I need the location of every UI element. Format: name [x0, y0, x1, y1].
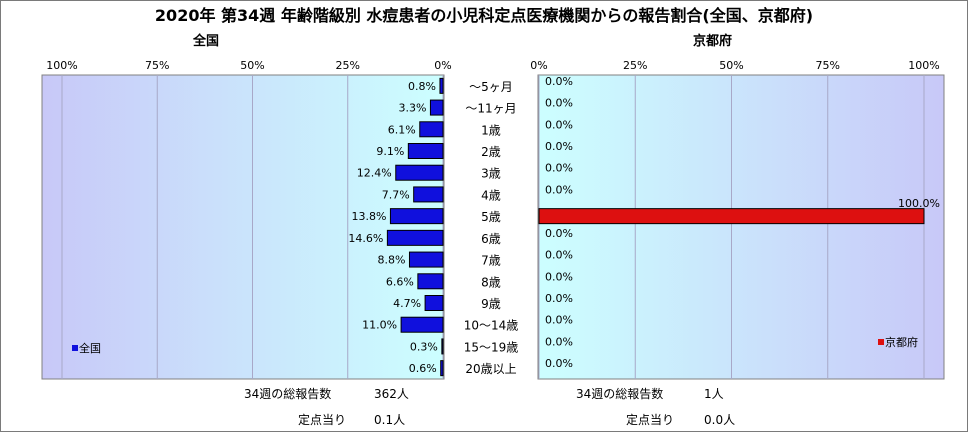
- category-label: ～5ヶ月: [469, 80, 513, 94]
- national-bar: [439, 77, 444, 94]
- national-bar: [386, 229, 444, 246]
- category-label: 5歳: [481, 210, 501, 224]
- category-label: ～11ヶ月: [465, 102, 516, 116]
- national-value-label: 13.8%: [351, 210, 386, 223]
- national-tick-label: 25%: [336, 59, 360, 72]
- national-bar: [395, 164, 444, 181]
- national-tick-label: 75%: [145, 59, 169, 72]
- chart-title: 2020年 第34週 年齢階級別 水痘患者の小児科定点医療機関からの報告割合(全…: [154, 6, 814, 25]
- kyoto-legend-label: 京都府: [885, 335, 918, 349]
- national-per-label: 定点当り: [298, 413, 347, 427]
- kyoto-value-label: 0.0%: [545, 292, 573, 305]
- category-label: 1歳: [481, 123, 501, 137]
- kyoto-tick-label: 25%: [623, 59, 647, 72]
- national-per-value: 0.1人: [374, 413, 406, 427]
- national-value-label: 0.6%: [409, 362, 437, 375]
- national-bar: [400, 316, 444, 333]
- national-bar: [408, 251, 444, 268]
- national-value-label: 0.8%: [408, 80, 436, 93]
- category-label: 9歳: [481, 297, 501, 311]
- national-tick-label: 0%: [434, 59, 451, 72]
- national-total-label: 34週の総報告数: [244, 387, 332, 401]
- kyoto-value-label: 100.0%: [898, 197, 940, 210]
- kyoto-value-label: 0.0%: [545, 75, 573, 88]
- national-legend-label: 全国: [79, 341, 101, 355]
- kyoto-value-label: 0.0%: [545, 227, 573, 240]
- kyoto-total-value: 1人: [704, 387, 724, 401]
- national-value-label: 7.7%: [382, 188, 410, 201]
- kyoto-value-label: 0.0%: [545, 335, 573, 348]
- kyoto-total-label: 34週の総報告数: [576, 387, 664, 401]
- kyoto-value-label: 0.0%: [545, 314, 573, 327]
- national-bar: [419, 121, 444, 138]
- national-tick-label: 50%: [240, 59, 264, 72]
- kyoto-value-label: 0.0%: [545, 162, 573, 175]
- national-panel-title: 全国: [193, 34, 220, 49]
- kyoto-value-label: 0.0%: [545, 140, 573, 153]
- kyoto-value-label: 0.0%: [545, 183, 573, 196]
- kyoto-value-label: 0.0%: [545, 97, 573, 110]
- national-value-label: 8.8%: [378, 254, 406, 267]
- national-tick-label: 100%: [46, 59, 77, 72]
- kyoto-tick-label: 0%: [530, 59, 547, 72]
- national-value-label: 6.1%: [388, 123, 416, 136]
- category-label: 10～14歳: [464, 319, 519, 333]
- kyoto-tick-label: 100%: [908, 59, 939, 72]
- national-value-label: 0.3%: [410, 340, 438, 353]
- category-label: 3歳: [481, 167, 501, 181]
- kyoto-tick-label: 75%: [816, 59, 840, 72]
- national-legend-swatch: [72, 345, 78, 351]
- national-bar: [424, 295, 444, 311]
- kyoto-value-label: 0.0%: [545, 249, 573, 262]
- national-value-label: 9.1%: [376, 145, 404, 158]
- national-value-label: 12.4%: [357, 167, 392, 180]
- kyoto-legend-swatch: [878, 339, 884, 345]
- kyoto-per-label: 定点当り: [626, 413, 675, 427]
- national-bar: [407, 143, 444, 159]
- national-value-label: 3.3%: [398, 102, 426, 115]
- national-value-label: 6.6%: [386, 275, 414, 288]
- category-label: 4歳: [481, 188, 501, 202]
- kyoto-value-label: 0.0%: [545, 357, 573, 370]
- category-label: 8歳: [481, 275, 501, 289]
- national-value-label: 14.6%: [348, 232, 383, 245]
- national-bar: [413, 186, 444, 203]
- kyoto-bar: [538, 208, 925, 225]
- national-bar: [429, 99, 444, 116]
- national-value-label: 4.7%: [393, 297, 421, 310]
- category-label: 2歳: [481, 145, 501, 159]
- category-label: 15～19歳: [464, 340, 519, 354]
- kyoto-panel-title: 京都府: [693, 34, 733, 49]
- national-bar: [389, 208, 444, 225]
- kyoto-plot-area: [537, 74, 945, 380]
- kyoto-value-label: 0.0%: [545, 118, 573, 131]
- kyoto-value-label: 0.0%: [545, 270, 573, 283]
- category-label: 6歳: [481, 232, 501, 246]
- national-value-label: 11.0%: [362, 319, 397, 332]
- kyoto-per-value: 0.0人: [704, 413, 736, 427]
- national-plot-area: [41, 74, 445, 380]
- national-bar: [417, 273, 444, 290]
- category-label: 7歳: [481, 254, 501, 268]
- kyoto-tick-label: 50%: [719, 59, 743, 72]
- category-label: 20歳以上: [465, 362, 516, 376]
- national-total-value: 362人: [374, 387, 409, 401]
- national-bar: [441, 338, 444, 355]
- national-bar: [440, 360, 444, 377]
